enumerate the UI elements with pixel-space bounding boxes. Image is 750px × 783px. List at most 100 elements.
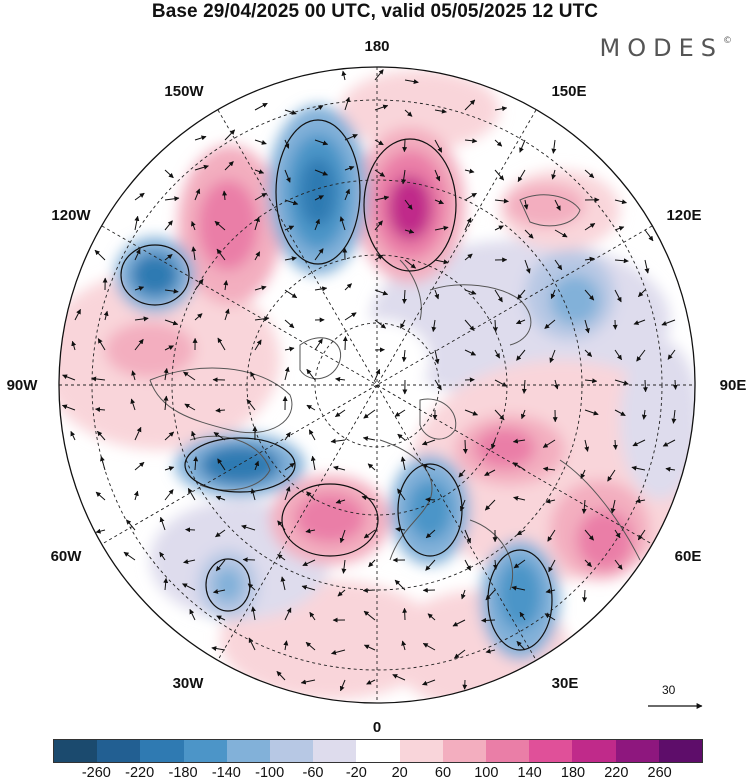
wind-arrow <box>331 649 346 655</box>
wind-arrow <box>464 529 471 544</box>
wind-arrow <box>544 319 556 329</box>
wind-arrow <box>644 229 654 242</box>
wind-arrow <box>512 462 526 471</box>
wind-arrow <box>614 349 623 361</box>
wind-arrow <box>334 409 346 418</box>
wind-arrow <box>344 165 355 171</box>
wind-arrow <box>584 256 595 262</box>
wind-arrow <box>216 248 226 261</box>
wind-arrow <box>434 108 447 114</box>
lon-label-60e: 60E <box>675 548 702 565</box>
wind-arrow <box>164 254 173 261</box>
colorbar-tick-label: -260 <box>81 765 111 781</box>
wind-arrow <box>494 349 501 359</box>
wind-arrow <box>636 349 646 362</box>
colorbar-tick-label: 180 <box>560 765 586 781</box>
wind-arrow <box>662 439 676 447</box>
wind-arrow <box>215 407 226 413</box>
wind-arrow <box>341 559 347 574</box>
wind-arrow <box>95 528 106 534</box>
colorbar-tick-label: -140 <box>211 765 241 781</box>
wind-arrow <box>362 436 376 442</box>
wind-arrow <box>341 70 347 81</box>
wind-arrow <box>254 216 260 231</box>
wind-arrow <box>71 340 77 351</box>
wind-arrow <box>422 464 436 471</box>
wind-arrow <box>134 316 149 322</box>
colorbar-cell <box>270 740 314 762</box>
wind-arrow <box>521 379 527 394</box>
lon-label-180: 180 <box>364 38 389 55</box>
wind-arrow <box>134 286 145 291</box>
lon-label-150w: 150W <box>164 83 204 100</box>
wind-arrow <box>672 379 678 390</box>
colorbar-cell <box>658 740 703 762</box>
wind-arrow <box>163 577 169 591</box>
wind-arrow <box>159 516 166 531</box>
wind-arrow <box>400 456 406 471</box>
wind-arrow <box>464 192 477 201</box>
wind-arrow <box>631 465 646 471</box>
wind-arrow <box>458 469 466 478</box>
wind-arrow <box>97 430 106 441</box>
wind-arrow <box>95 407 106 413</box>
wind-arrow <box>513 559 526 569</box>
colorbar-tick-label: -20 <box>345 765 367 781</box>
wind-arrow <box>519 611 526 621</box>
wind-arrow <box>241 524 256 531</box>
wind-arrow <box>254 285 267 291</box>
wind-arrow <box>337 589 346 597</box>
wind-arrow <box>314 105 324 111</box>
modes-logo: MODES© <box>599 34 732 62</box>
wind-arrow <box>422 642 436 651</box>
colorbar-cell <box>615 740 659 762</box>
wind-arrow <box>614 199 627 205</box>
wind-arrow <box>284 319 295 329</box>
wind-arrow <box>213 589 226 594</box>
wind-arrow <box>333 465 346 471</box>
wind-arrow <box>610 499 616 514</box>
wind-arrow <box>551 169 557 180</box>
lon-label-90w: 90W <box>7 377 39 394</box>
wind-arrow <box>363 409 376 419</box>
wind-arrow <box>548 559 556 573</box>
wind-arrow <box>242 557 256 563</box>
wind-arrow <box>425 529 436 539</box>
colorbar-tick-label: -220 <box>125 765 155 781</box>
wind-arrow <box>397 488 406 501</box>
wind-arrow <box>342 336 348 351</box>
wind-arrow <box>339 679 346 692</box>
wind-arrow <box>462 439 468 454</box>
wind-arrow <box>164 466 175 471</box>
wind-arrow <box>642 379 648 393</box>
wind-arrow <box>91 376 106 382</box>
wind-arrow <box>133 490 139 501</box>
wind-arrow <box>394 409 406 417</box>
colorbar-ticks: -260 -220 -180 -140 -100 -60 -20 20 60 100 140 180 2… <box>0 765 750 783</box>
wind-arrow <box>335 376 346 382</box>
wind-arrow <box>215 529 226 538</box>
wind-arrow <box>517 289 526 300</box>
wind-arrow <box>612 439 618 450</box>
wind-arrow <box>494 225 504 231</box>
wind-arrow <box>94 249 106 261</box>
wind-arrow <box>305 528 316 534</box>
wind-arrow <box>344 283 352 291</box>
wind-arrow <box>134 426 142 441</box>
wind-arrow <box>464 99 476 111</box>
wind-arrow <box>374 254 384 261</box>
wind-arrow <box>374 69 384 81</box>
wind-arrow <box>254 102 268 111</box>
wind-arrow <box>61 404 76 411</box>
wind-arrow <box>194 313 203 321</box>
wind-arrow <box>635 498 646 504</box>
wind-arrow <box>254 460 260 471</box>
colorbar-tick-label: -180 <box>168 765 198 781</box>
colorbar-cell <box>356 740 400 762</box>
wind-arrow <box>425 497 436 503</box>
wind-arrow <box>404 79 419 85</box>
wind-arrow <box>513 495 526 501</box>
wind-arrow <box>224 308 230 321</box>
wind-arrow <box>164 431 175 441</box>
colorbar-tick-label: 60 <box>434 765 452 781</box>
